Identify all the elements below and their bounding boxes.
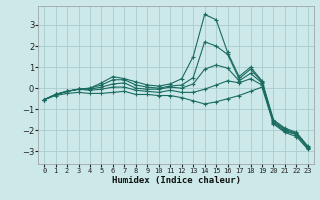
- X-axis label: Humidex (Indice chaleur): Humidex (Indice chaleur): [111, 176, 241, 185]
